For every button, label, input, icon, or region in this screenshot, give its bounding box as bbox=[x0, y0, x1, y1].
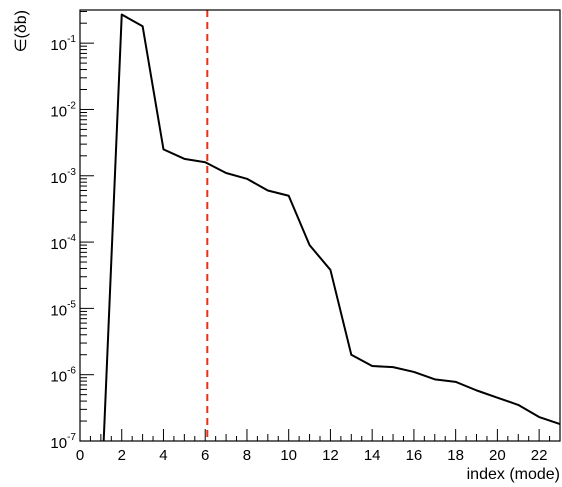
y-tick-label: 10-6 bbox=[50, 366, 76, 386]
x-tick-label: 4 bbox=[159, 447, 167, 464]
y-tick-label-exponent: -4 bbox=[67, 233, 76, 244]
x-tick-label: 22 bbox=[531, 447, 548, 464]
x-tick-label: 18 bbox=[447, 447, 464, 464]
y-tick-label: 10-4 bbox=[50, 233, 76, 253]
y-tick-label-base: 10 bbox=[50, 369, 67, 386]
y-tick-label: 10-7 bbox=[50, 432, 76, 452]
x-tick-label: 0 bbox=[76, 447, 84, 464]
x-tick-label: 20 bbox=[489, 447, 506, 464]
x-tick-label: 12 bbox=[322, 447, 339, 464]
plot-marks bbox=[102, 10, 560, 441]
y-tick-label-base: 10 bbox=[50, 37, 67, 54]
y-tick-label: 10-2 bbox=[50, 100, 76, 120]
y-tick-label: 10-3 bbox=[50, 167, 76, 187]
y-tick-label-base: 10 bbox=[50, 302, 67, 319]
y-tick-label-exponent: -3 bbox=[67, 167, 76, 178]
y-tick-label-base: 10 bbox=[50, 103, 67, 120]
x-axis-title: index (mode) bbox=[467, 466, 560, 483]
y-tick-label-exponent: -6 bbox=[67, 366, 76, 377]
x-tick-label: 10 bbox=[280, 447, 297, 464]
series-line-0 bbox=[102, 13, 560, 441]
y-tick-label-exponent: -7 bbox=[67, 432, 76, 443]
x-tick-label: 16 bbox=[406, 447, 423, 464]
axis-labels: 0 2 4 6 8 10 12 14 16 18 20 2210-710-610-510-410-31… bbox=[50, 34, 547, 464]
y-tick-label-exponent: -2 bbox=[67, 100, 76, 111]
x-tick-label: 2 bbox=[118, 447, 126, 464]
y-tick-label-exponent: -1 bbox=[67, 34, 76, 45]
y-tick-label: 10-1 bbox=[50, 34, 76, 54]
y-tick-label-exponent: -5 bbox=[67, 299, 76, 310]
plot-frame bbox=[79, 9, 561, 442]
y-tick-label-base: 10 bbox=[50, 236, 67, 253]
axis-ticks bbox=[79, 11, 561, 442]
x-tick-label: 14 bbox=[364, 447, 381, 464]
y-axis-title: ∈(δb) bbox=[13, 10, 30, 52]
x-tick-label: 6 bbox=[201, 447, 209, 464]
y-tick-label: 10-5 bbox=[50, 299, 76, 319]
y-tick-label-base: 10 bbox=[50, 170, 67, 187]
y-tick-label-base: 10 bbox=[50, 435, 67, 452]
x-tick-label: 8 bbox=[243, 447, 251, 464]
